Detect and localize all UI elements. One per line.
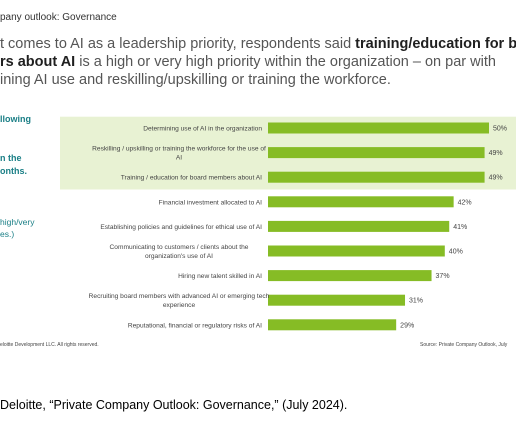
category-label: Training / education for board members a… (121, 175, 262, 182)
side-text-2: n the (0, 153, 22, 163)
value-label: 41% (453, 224, 467, 231)
category-label: Reskilling / upskilling or training the … (92, 146, 266, 153)
slide: pany outlook: Governance t comes to AI a… (0, 12, 516, 348)
bar (268, 147, 485, 159)
breadcrumb: pany outlook: Governance (0, 12, 117, 23)
category-label: Hiring new talent skilled in AI (178, 273, 262, 280)
value-label: 50% (493, 126, 507, 133)
value-label: 42% (458, 199, 472, 206)
bar (268, 294, 406, 306)
bar (268, 319, 397, 331)
category-label: Determining use of AI in the organizatio… (143, 126, 262, 133)
bar-chart: 50% Determining use of AI in the organiza… (60, 116, 516, 331)
headline-line-2-bold: rs about AI (0, 54, 76, 70)
headline-line-1-bold: training/education for bo (355, 36, 516, 52)
category-label: experience (163, 302, 196, 309)
headline-line-3-text: ining AI use and reskilling/upskilling o… (0, 72, 391, 88)
bar (268, 220, 450, 232)
footer-copyright: eloitte Development LLC. All rights rese… (0, 342, 99, 348)
footer-source: Source: Private Company Outlook, July (420, 342, 508, 348)
value-label: 31% (409, 298, 423, 305)
bar (268, 196, 454, 208)
side-text-5: es.) (0, 229, 15, 239)
category-label: AI (176, 155, 182, 162)
bar (268, 245, 445, 257)
category-label: Financial investment allocated to AI (159, 199, 263, 206)
side-text-3: onths. (0, 166, 27, 176)
value-label: 40% (449, 249, 463, 256)
category-label: Communicating to customers / clients abo… (110, 244, 249, 251)
citation: Deloitte, “Private Company Outlook: Gove… (0, 398, 348, 412)
headline-line-2-plain: is a high or very high priority within t… (75, 54, 496, 70)
category-label: Establishing policies and guidelines for… (100, 224, 262, 231)
headline-line-1-plain: t comes to AI as a leadership priority, … (0, 36, 356, 52)
headline-line-1: t comes to AI as a leadership priority, … (0, 35, 516, 53)
value-label: 49% (489, 175, 503, 182)
side-text-1: llowing (0, 114, 31, 124)
category-label: organization's use of AI (145, 253, 213, 260)
side-text-4: high/very (0, 217, 35, 227)
bar (268, 270, 432, 282)
value-label: 37% (436, 273, 450, 280)
category-label: Reputational, financial or regulatory ri… (128, 322, 262, 329)
value-label: 49% (489, 150, 503, 157)
headline-line-3: ining AI use and reskilling/upskilling o… (0, 71, 391, 89)
headline-line-2: rs about AI is a high or very high prior… (0, 53, 496, 71)
bar (268, 122, 489, 134)
value-label: 29% (400, 322, 414, 329)
category-label: Recruiting board members with advanced A… (89, 293, 270, 300)
bar (268, 171, 485, 183)
